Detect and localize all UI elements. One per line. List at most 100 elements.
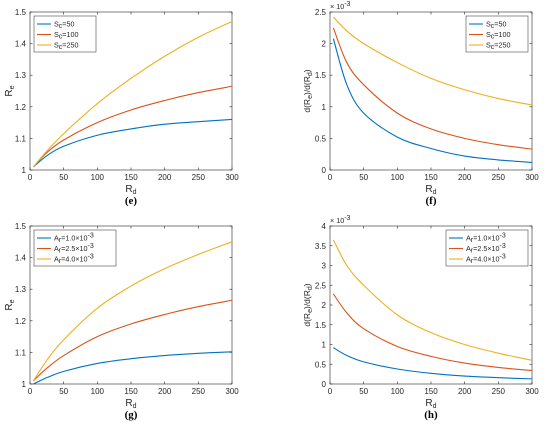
y-tick-label: 1 — [322, 341, 327, 350]
legend-entry-1: Ar=1.0×10-3 — [54, 233, 94, 245]
x-tick-label: 150 — [124, 173, 138, 182]
legend: Ar=1.0×10-3Ar=2.5×10-3Ar=4.0×10-3 — [33, 229, 117, 267]
axis-scale-note: × 10-3 — [330, 215, 351, 225]
legend-entry-1: Ar=1.0×10-3 — [466, 233, 506, 245]
y-tick-label: 1.5 — [315, 71, 327, 80]
x-tick-label: 150 — [424, 387, 438, 396]
legend-entry-2: Sc=100 — [486, 30, 511, 41]
legend: Ar=1.0×10-3Ar=2.5×10-3Ar=4.0×10-3 — [445, 229, 529, 267]
chart-panel-e: 0 50 100 150 200 250 300 1 1.1 1.2 1.3 1.4 1.5 Rd Re Sc… — [4, 8, 239, 207]
y-axis-label: d(Re)/d(Rd) — [302, 283, 314, 326]
y-axis-label: Re — [4, 85, 16, 96]
y-tick-label: 0.5 — [315, 134, 327, 143]
y-tick-label: 3.5 — [315, 242, 327, 251]
x-tick-label: 200 — [158, 173, 172, 182]
panel-label: (e) — [125, 195, 138, 207]
legend-entry-1: Sc=50 — [486, 20, 507, 31]
legend-entry-2: Ar=2.5×10-3 — [54, 243, 94, 255]
x-tick-label: 300 — [225, 387, 239, 396]
legend-entry-3: Sc=250 — [54, 41, 79, 52]
series-line-3 — [332, 16, 533, 106]
y-tick-label: 0 — [322, 166, 327, 175]
x-tick-label: 100 — [91, 173, 105, 182]
x-tick-label: 100 — [391, 387, 405, 396]
panel-label: (f) — [426, 195, 437, 207]
y-tick-label: 1.1 — [15, 134, 27, 143]
series-line-2 — [32, 85, 233, 168]
legend-entry-1: Sc=50 — [54, 20, 75, 31]
x-axis-label: Rd — [425, 398, 436, 410]
y-tick-label: 1.5 — [15, 8, 27, 17]
y-tick-label: 1.4 — [15, 254, 27, 263]
y-tick-label: 0 — [322, 380, 327, 389]
x-tick-label: 250 — [492, 387, 506, 396]
series-line-3 — [32, 241, 233, 382]
y-tick-label: 1 — [322, 103, 327, 112]
x-tick-label: 300 — [225, 173, 239, 182]
series-line-3 — [32, 20, 233, 168]
series-line-2 — [332, 293, 533, 372]
x-tick-label: 0 — [28, 387, 33, 396]
chart-panel-f: 0 50 100 150 200 250 300 0 0.5 1 1.5 2 2.5× 10-3 Rd d(… — [302, 1, 539, 207]
x-tick-label: 300 — [525, 173, 539, 182]
legend-entry-3: Ar=4.0×10-3 — [54, 254, 94, 266]
x-axis-label: Rd — [425, 184, 436, 196]
x-tick-label: 200 — [458, 387, 472, 396]
y-tick-label: 2 — [322, 301, 327, 310]
x-tick-label: 250 — [492, 173, 506, 182]
panel-label: (h) — [424, 409, 438, 421]
y-axis-label: d(Re)/d(Rd) — [302, 69, 314, 112]
x-tick-label: 200 — [158, 387, 172, 396]
series-line-1 — [333, 347, 533, 380]
y-tick-label: 1 — [22, 380, 27, 389]
x-tick-label: 50 — [359, 387, 368, 396]
y-tick-label: 3 — [322, 262, 327, 271]
x-tick-label: 150 — [424, 173, 438, 182]
y-tick-label: 1 — [22, 166, 27, 175]
y-tick-label: 1.1 — [15, 348, 27, 357]
y-tick-label: 4 — [322, 222, 327, 231]
x-tick-label: 250 — [192, 387, 206, 396]
y-tick-label: 1.5 — [315, 321, 327, 330]
y-axis-label: Re — [4, 299, 16, 310]
x-axis-label: Rd — [125, 398, 136, 410]
legend-entry-2: Sc=100 — [54, 30, 79, 41]
series-line-1 — [33, 118, 233, 168]
series-line-1 — [33, 351, 233, 385]
y-tick-label: 1.3 — [15, 71, 27, 80]
x-tick-label: 250 — [192, 173, 206, 182]
series-line-1 — [332, 38, 533, 163]
x-tick-label: 150 — [124, 387, 138, 396]
legend-entry-2: Ar=2.5×10-3 — [466, 243, 506, 255]
y-tick-label: 1.3 — [15, 285, 27, 294]
x-tick-label: 50 — [59, 387, 68, 396]
series-line-2 — [332, 27, 533, 150]
x-tick-label: 200 — [458, 173, 472, 182]
y-tick-label: 1.5 — [15, 222, 27, 231]
panel-label: (g) — [125, 409, 138, 421]
x-tick-label: 0 — [328, 387, 333, 396]
series-line-2 — [32, 299, 233, 382]
x-tick-label: 50 — [59, 173, 68, 182]
x-tick-label: 0 — [328, 173, 333, 182]
x-tick-label: 0 — [28, 173, 33, 182]
axis-scale-note: × 10-3 — [330, 1, 351, 11]
legend-entry-3: Ar=4.0×10-3 — [466, 254, 506, 266]
series-line-3 — [332, 239, 533, 361]
chart-panel-h: 0 50 100 150 200 250 300 0 0.5 1 1.5 2 2.5 3 3.5 4× 10-… — [302, 215, 539, 421]
x-tick-label: 300 — [525, 387, 539, 396]
y-tick-label: 2 — [322, 40, 327, 49]
x-tick-label: 100 — [391, 173, 405, 182]
x-tick-label: 100 — [91, 387, 105, 396]
y-tick-label: 1.2 — [15, 103, 27, 112]
y-tick-label: 2.5 — [315, 8, 327, 17]
x-axis-label: Rd — [125, 184, 136, 196]
y-tick-label: 0.5 — [315, 360, 327, 369]
y-tick-label: 2.5 — [315, 281, 327, 290]
legend-entry-3: Sc=250 — [486, 41, 511, 52]
chart-panel-g: 0 50 100 150 200 250 300 1 1.1 1.2 1.3 1.4 1.5 Rd Re Ar… — [4, 222, 239, 421]
y-tick-label: 1.2 — [15, 317, 27, 326]
